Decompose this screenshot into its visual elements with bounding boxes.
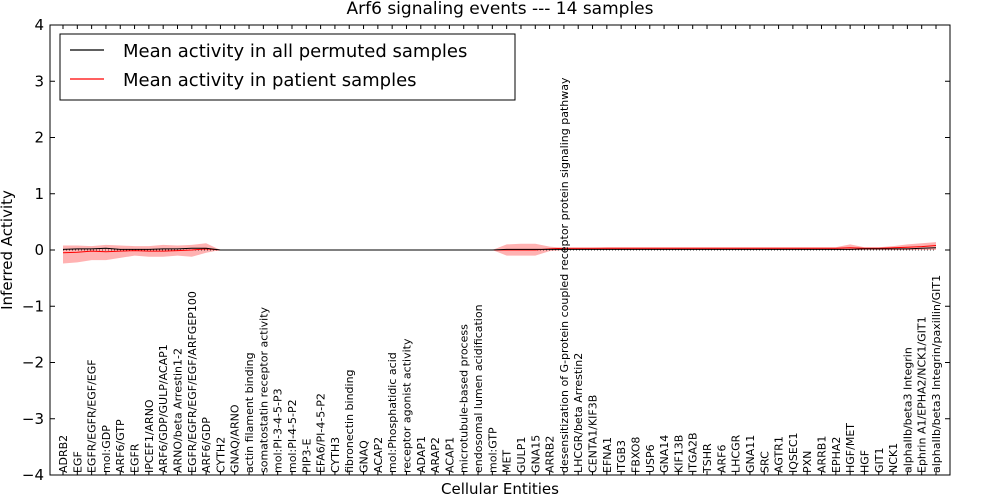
x-tick-label: mol:PI-4-5-P2 (286, 399, 299, 473)
x-tick-label: EGFR (129, 443, 142, 473)
x-tick-label: actin filament binding (243, 352, 256, 473)
x-tick-label: GULP1 (515, 437, 528, 473)
x-tick-label: CYTH3 (329, 437, 342, 473)
x-tick-label: IQSEC1 (787, 432, 800, 473)
x-tick-label: ARF6/GDP/GULP/ACAP1 (157, 344, 170, 473)
x-tick-label: Ephrin A1/EPHA2/NCK1/GIT1 (916, 316, 929, 473)
x-axis-label: Cellular Entities (441, 480, 559, 498)
x-tick-label: mol:GTP (486, 427, 499, 473)
y-tick-label: 4 (34, 16, 44, 34)
x-axis: ADRB2 EGF EGFR/EGFR/EGF/EGF mol:GDP ARF6/GTP… (57, 25, 943, 475)
y-tick-label: −4 (22, 466, 44, 484)
y-tick-label: 2 (34, 129, 44, 147)
y-tick-label: −1 (22, 297, 44, 315)
x-tick-label: EPHA2 (830, 437, 843, 473)
x-tick-label: ACAP1 (443, 437, 456, 473)
x-tick-label: ARF6 (715, 445, 728, 474)
plot-area (62, 242, 937, 264)
x-tick-label: GNA11 (744, 435, 757, 473)
legend-box (59, 33, 516, 101)
x-tick-label: GNA14 (658, 435, 671, 473)
y-axis-label: Inferred Activity (0, 190, 16, 310)
x-tick-label: mol:GDP (100, 425, 113, 473)
y-tick-label: −2 (22, 354, 44, 372)
x-tick-label: alphaIIb/beta3 Integrin/paxillin/GIT1 (930, 275, 943, 473)
chart-title: Arf6 signaling events --- 14 samples (347, 0, 654, 19)
x-tick-label: ARNO/beta Arrestin1-2 (171, 348, 184, 473)
x-tick-label: LHCGR (730, 434, 743, 473)
y-tick-label: 3 (34, 72, 44, 90)
legend: Mean activity in all permuted samples Me… (59, 33, 516, 101)
x-tick-label: desensitization of G-protein coupled rec… (558, 77, 571, 473)
x-tick-label: AGTR1 (773, 436, 786, 473)
x-tick-label: HGF (858, 450, 871, 473)
x-tick-label: MET (501, 450, 514, 473)
x-tick-label: GNA15 (529, 435, 542, 473)
x-tick-label: PXN (801, 451, 814, 473)
x-tick-label: fibronectin binding (343, 369, 356, 473)
legend-label-permuted: Mean activity in all permuted samples (123, 41, 467, 62)
x-tick-label: ARRB1 (816, 436, 829, 473)
x-tick-label: GNAQ/ARNO (229, 404, 242, 473)
x-tick-label: ARF6/GTP (114, 419, 127, 473)
x-tick-label: USP6 (644, 444, 657, 473)
x-tick-label: ITGA2B (687, 432, 700, 473)
x-tick-label: EGFR/EGFR/EGF/EGF (86, 359, 99, 473)
patient-range-band (63, 242, 936, 264)
x-tick-label: mol:Phosphatidic acid (386, 352, 399, 473)
x-tick-label: ARRB2 (544, 436, 557, 473)
x-tick-label: FBXO8 (629, 437, 642, 473)
permuted-mean-line (62, 247, 937, 251)
x-tick-label: ACAP2 (372, 437, 385, 473)
x-tick-label: CENTA1/KIF3B (587, 395, 600, 473)
x-tick-label: PIP3-E (300, 439, 313, 473)
legend-label-patient: Mean activity in patient samples (123, 70, 417, 91)
y-tick-label: 0 (34, 241, 44, 259)
x-tick-label: ARF6/GDP (200, 417, 213, 473)
x-tick-label: mol:PI-3-4-5-P3 (272, 388, 285, 473)
x-tick-label: SRC (758, 451, 771, 473)
x-tick-label: IPCEF1/ARNO (143, 399, 156, 473)
x-tick-label: ADAP1 (415, 436, 428, 473)
x-tick-label: ADRB2 (57, 435, 70, 473)
x-tick-label: somatostatin receptor activity (257, 306, 270, 473)
x-tick-label: ITGB3 (615, 440, 628, 473)
x-tick-label: TSHR (701, 443, 714, 474)
x-tick-label: GIT1 (873, 448, 886, 474)
y-tick-label: 1 (34, 185, 44, 203)
x-tick-label: EGFR/EGFR/EGF/EGF/ARFGEP100 (186, 291, 199, 473)
x-tick-label: microtubule-based process (458, 324, 471, 473)
x-tick-label: NCK1 (887, 443, 900, 473)
x-tick-label: GNAQ (358, 440, 371, 473)
x-tick-label: receptor agonist activity (400, 338, 413, 473)
x-tick-label: LHCGR/beta Arrestin2 (572, 353, 585, 473)
x-tick-label: CYTH2 (214, 437, 227, 473)
x-tick-label: endosomal lumen acidification (472, 304, 485, 473)
y-axis: 4 3 2 1 0 −1 −2 −3 −4 (22, 16, 950, 484)
x-tick-label: alphaIIb/beta3 Integrin (901, 347, 914, 473)
x-tick-label: EFA6/PI-4-5-P2 (315, 393, 328, 473)
x-tick-label: ARAP2 (429, 437, 442, 473)
y-tick-label: −3 (22, 410, 44, 428)
x-tick-label: EGF (71, 451, 84, 473)
x-tick-label: HGF/MET (844, 423, 857, 473)
x-tick-label: KIF13B (672, 435, 685, 473)
x-tick-label: EFNA1 (601, 437, 614, 473)
